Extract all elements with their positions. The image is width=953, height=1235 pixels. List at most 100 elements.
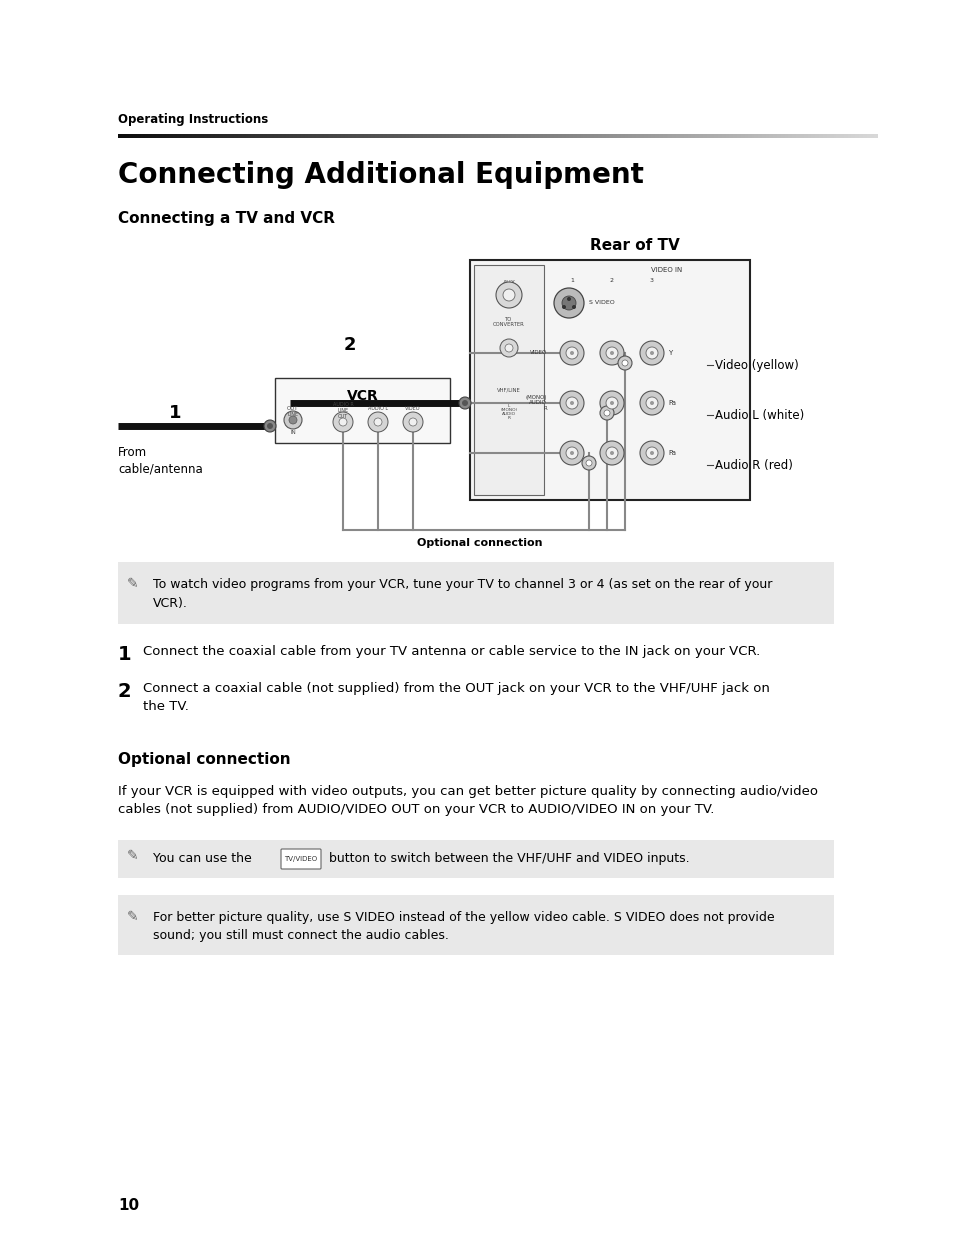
Circle shape [649, 451, 654, 454]
Circle shape [267, 424, 273, 429]
Circle shape [569, 351, 574, 354]
Text: VIDEO: VIDEO [529, 351, 546, 356]
Text: Connecting Additional Equipment: Connecting Additional Equipment [118, 161, 643, 189]
Circle shape [605, 396, 618, 409]
Text: From
cable/antenna: From cable/antenna [118, 446, 203, 475]
Text: 2: 2 [118, 682, 132, 701]
Circle shape [609, 351, 614, 354]
Circle shape [565, 347, 578, 359]
Circle shape [264, 420, 275, 432]
Circle shape [338, 417, 347, 426]
Circle shape [605, 347, 618, 359]
Circle shape [618, 356, 631, 370]
Text: Audio L (white): Audio L (white) [714, 409, 803, 421]
Text: 10: 10 [118, 1198, 139, 1213]
Text: AUDIO R: AUDIO R [333, 403, 353, 408]
Circle shape [605, 447, 618, 459]
Text: Connect the coaxial cable from your TV antenna or cable service to the IN jack o: Connect the coaxial cable from your TV a… [143, 645, 760, 658]
Text: (MONO)
AUDIO
R: (MONO) AUDIO R [525, 395, 546, 411]
Circle shape [559, 391, 583, 415]
Text: 1: 1 [570, 278, 574, 283]
Circle shape [496, 282, 521, 308]
Bar [274, 378, 450, 443]
Bar [118, 840, 833, 878]
Text: IN: IN [290, 430, 295, 435]
Circle shape [333, 412, 353, 432]
Text: AUX: AUX [502, 280, 515, 285]
Text: 3: 3 [649, 278, 654, 283]
Circle shape [649, 401, 654, 405]
Text: TO
CONVERTER: TO CONVERTER [493, 316, 524, 327]
Bar [118, 562, 833, 624]
Text: button to switch between the VHF/UHF and VIDEO inputs.: button to switch between the VHF/UHF and… [325, 852, 689, 864]
Circle shape [504, 345, 513, 352]
Text: You can use the: You can use the [152, 852, 255, 864]
Circle shape [565, 396, 578, 409]
Circle shape [585, 459, 592, 466]
Circle shape [368, 412, 388, 432]
Circle shape [599, 391, 623, 415]
Circle shape [599, 441, 623, 466]
Text: 2: 2 [609, 278, 614, 283]
Circle shape [645, 347, 658, 359]
Circle shape [599, 341, 623, 366]
Text: VCR: VCR [346, 389, 378, 403]
Circle shape [561, 305, 565, 309]
Circle shape [499, 338, 517, 357]
Circle shape [639, 341, 663, 366]
Circle shape [554, 288, 583, 317]
Text: Audio R (red): Audio R (red) [714, 458, 792, 472]
Circle shape [461, 400, 468, 406]
Text: If your VCR is equipped with video outputs, you can get better picture quality b: If your VCR is equipped with video outpu… [118, 785, 817, 816]
Circle shape [566, 296, 571, 301]
Bar [118, 895, 833, 955]
Text: Connect a coaxial cable (not supplied) from the OUT jack on your VCR to the VHF/: Connect a coaxial cable (not supplied) f… [143, 682, 769, 714]
Circle shape [569, 451, 574, 454]
Circle shape [561, 296, 576, 310]
Text: LINE: LINE [287, 411, 298, 416]
Text: 1: 1 [118, 645, 132, 664]
Text: AUDIO L: AUDIO L [368, 405, 388, 410]
Text: ✎: ✎ [127, 577, 139, 592]
Circle shape [649, 351, 654, 354]
Circle shape [609, 451, 614, 454]
Circle shape [409, 417, 416, 426]
Text: To watch video programs from your VCR, tune your TV to channel 3 or 4 (as set on: To watch video programs from your VCR, t… [152, 578, 772, 610]
Text: OUT: OUT [337, 415, 348, 420]
Text: Operating Instructions: Operating Instructions [118, 114, 268, 126]
Circle shape [599, 406, 614, 420]
FancyBboxPatch shape [281, 848, 320, 869]
Text: Connecting a TV and VCR: Connecting a TV and VCR [118, 210, 335, 226]
Text: VIDEO: VIDEO [405, 405, 420, 410]
Text: LINE: LINE [337, 409, 348, 414]
Circle shape [374, 417, 381, 426]
Text: 1: 1 [169, 404, 181, 422]
Text: Rear of TV: Rear of TV [590, 237, 679, 252]
Circle shape [402, 412, 422, 432]
Circle shape [639, 391, 663, 415]
Text: TV/VIDEO: TV/VIDEO [284, 856, 317, 862]
Text: ✎: ✎ [127, 848, 139, 863]
Text: VHF/LINE: VHF/LINE [497, 388, 520, 393]
Text: Optional connection: Optional connection [118, 752, 291, 767]
Circle shape [645, 396, 658, 409]
Circle shape [458, 396, 471, 409]
Circle shape [603, 410, 609, 416]
Circle shape [609, 401, 614, 405]
Bar [474, 266, 543, 495]
Circle shape [289, 416, 296, 424]
Circle shape [559, 341, 583, 366]
Text: VIDEO IN: VIDEO IN [651, 267, 682, 273]
Text: Y: Y [667, 350, 672, 356]
Circle shape [569, 401, 574, 405]
Text: 2: 2 [343, 336, 355, 354]
Bar [470, 261, 749, 500]
Text: Video (yellow): Video (yellow) [714, 358, 798, 372]
Circle shape [572, 305, 576, 309]
Text: S VIDEO: S VIDEO [588, 300, 614, 305]
Text: Pa: Pa [667, 400, 676, 406]
Circle shape [565, 447, 578, 459]
Text: OUT: OUT [287, 405, 298, 410]
Text: ✎: ✎ [127, 910, 139, 924]
Circle shape [284, 411, 302, 429]
